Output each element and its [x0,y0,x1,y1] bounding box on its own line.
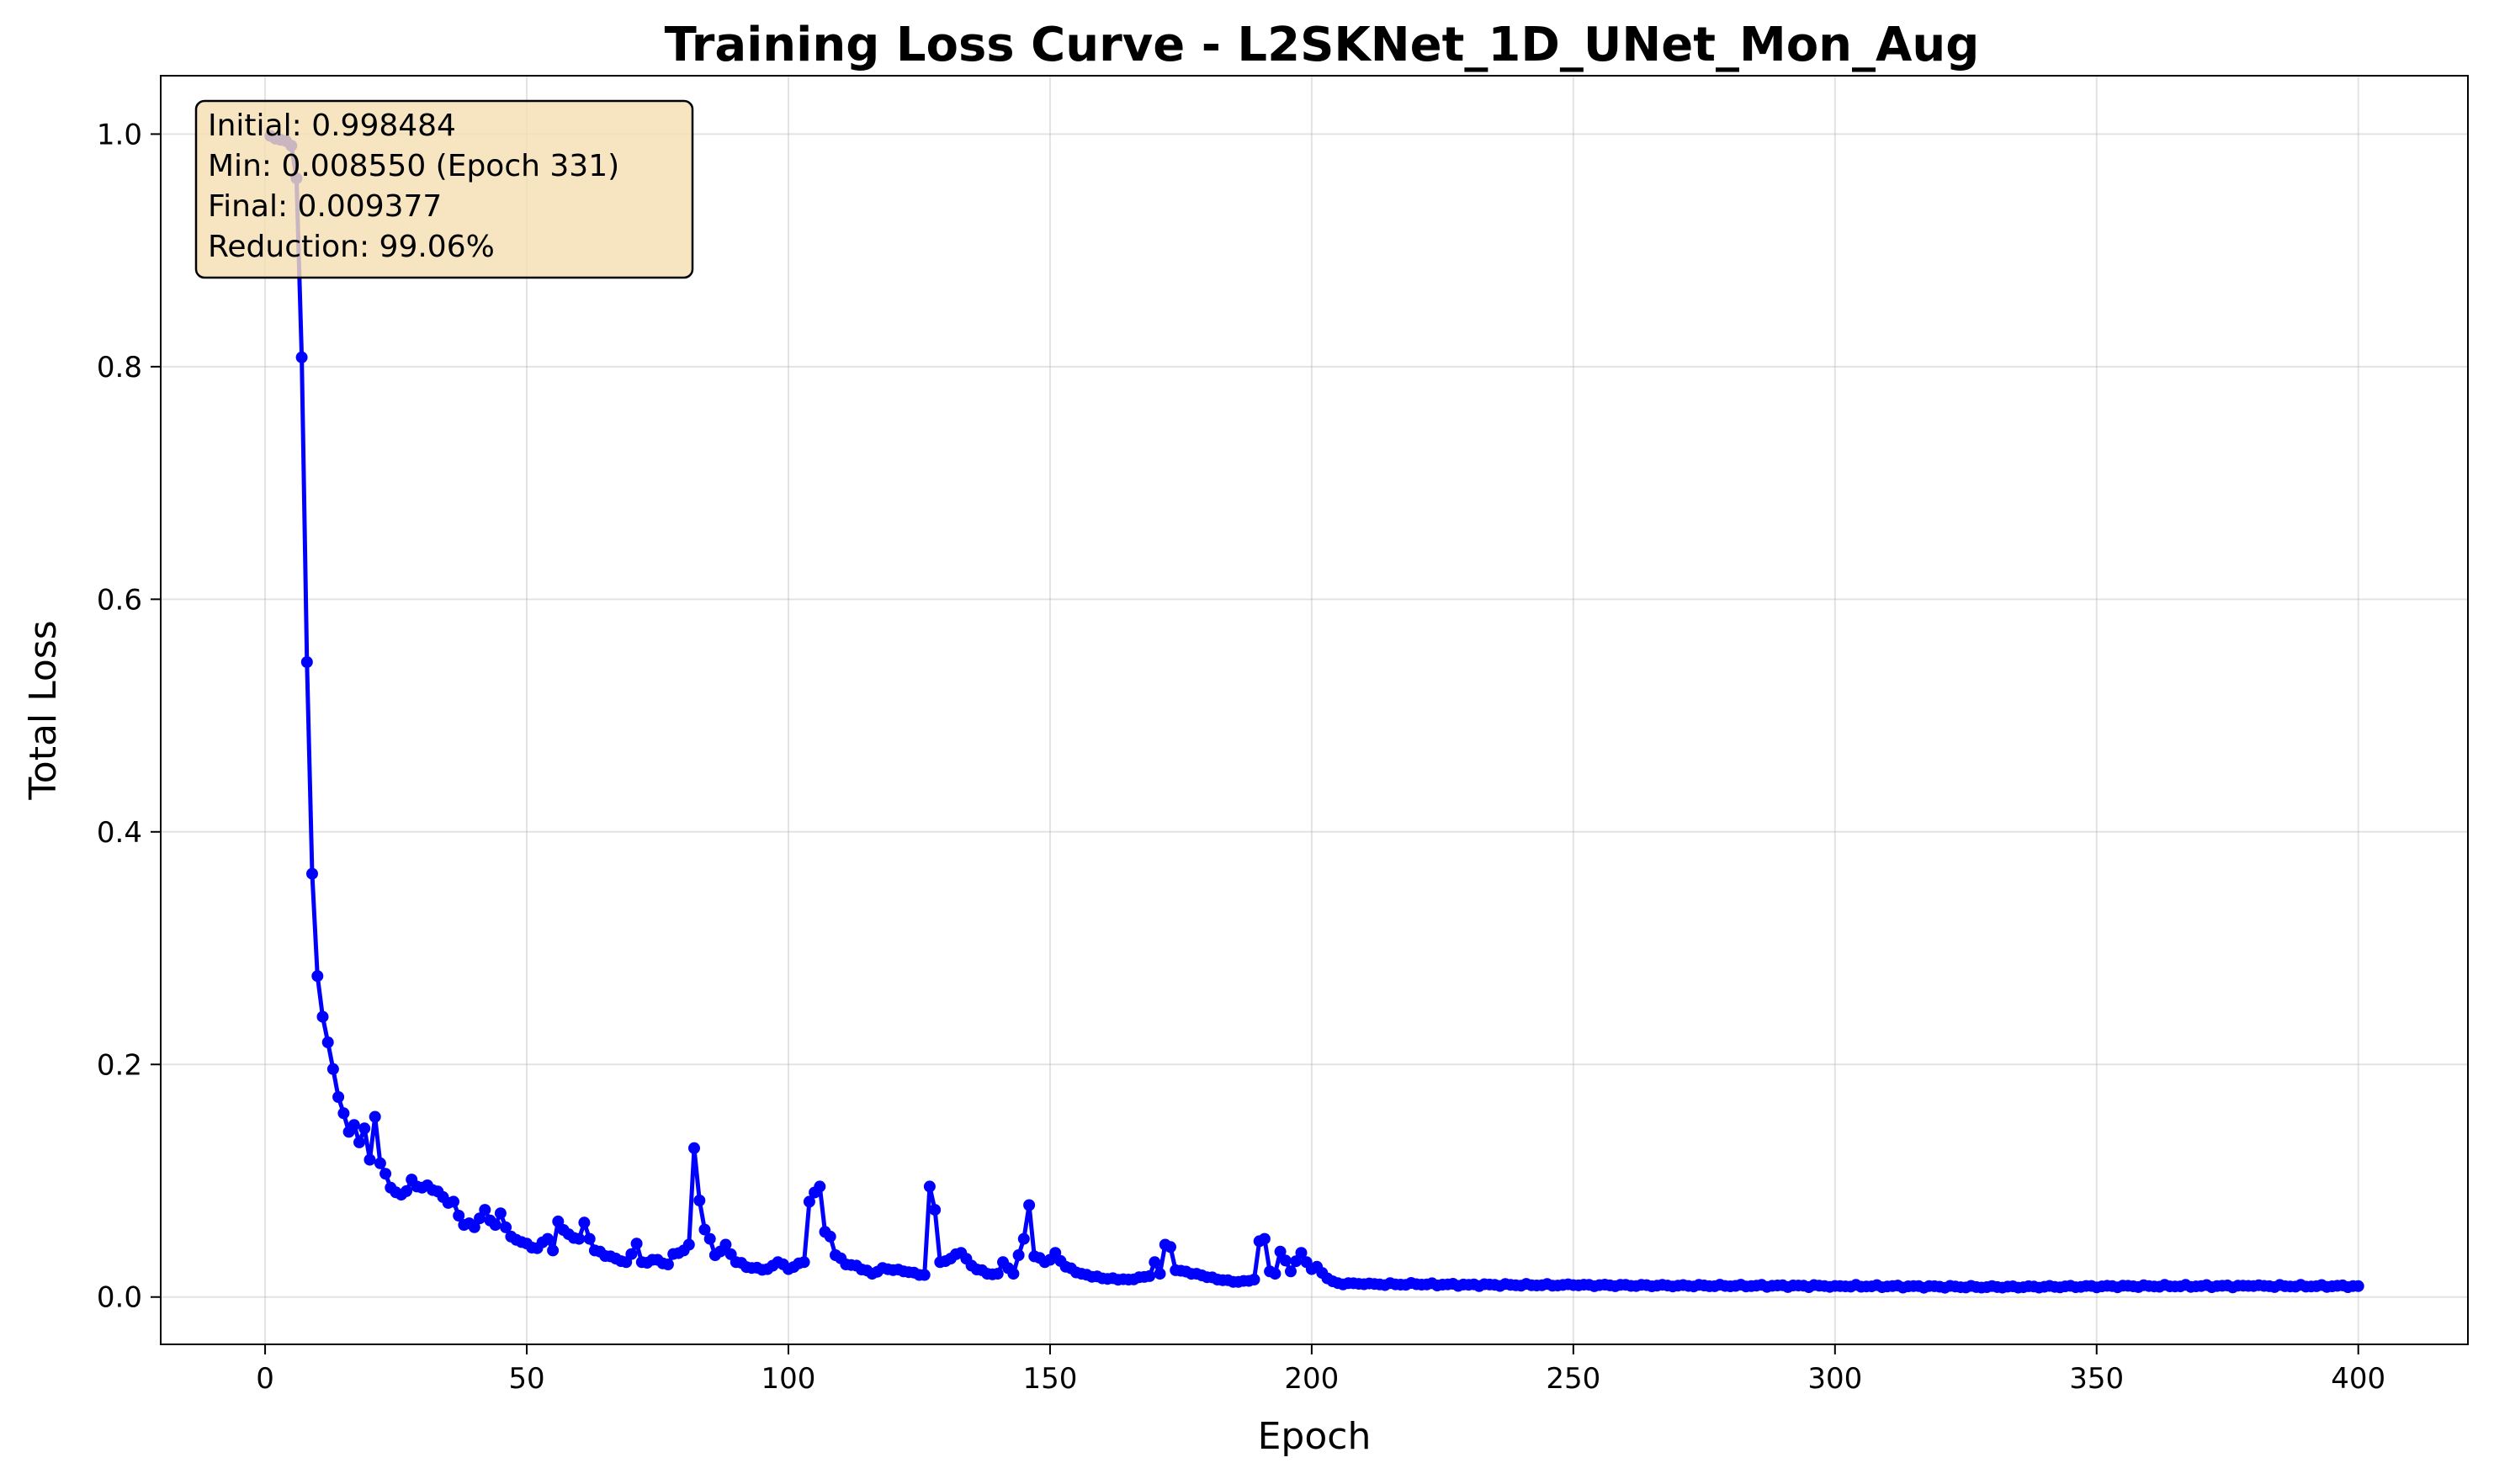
loss-point [693,1195,706,1206]
x-tick-label: 300 [1807,1362,1862,1396]
loss-point [1290,1255,1303,1268]
loss-point [1165,1241,1176,1253]
loss-point [379,1168,392,1180]
x-tick-label: 400 [2331,1362,2385,1396]
x-tick-label: 0 [256,1362,274,1396]
loss-point [682,1238,695,1251]
loss-point [552,1215,565,1227]
loss-point [348,1119,360,1132]
loss-point [2352,1280,2364,1292]
loss-point [1285,1265,1297,1278]
y-tick-label: 0.8 [97,351,142,384]
x-tick-label: 50 [508,1362,544,1396]
annotation-line-final: Final: 0.009377 [208,189,442,224]
annotation-box [194,99,694,279]
loss-point [1274,1245,1287,1258]
y-axis-label: Total Loss [22,620,65,800]
loss-point [326,1063,339,1075]
loss-point [1144,1269,1156,1282]
x-tick-label: 200 [1284,1362,1339,1396]
y-tick-label: 1.0 [97,118,142,151]
loss-point [698,1223,711,1236]
annotation-line-reduction: Reduction: 99.06% [208,230,495,264]
loss-point [1012,1249,1025,1261]
loss-point [311,970,324,983]
loss-point [547,1244,560,1257]
axis-ticks: 0 50 100 150 200 250 300 350 400 0.0 0.2 0.4 0.6 0.8 1… [97,118,2385,1396]
x-tick-label: 150 [1022,1362,1077,1396]
loss-point [918,1269,931,1281]
y-tick-label: 0.2 [97,1048,142,1082]
loss-point [991,1268,1004,1280]
x-tick-label: 250 [1546,1362,1600,1396]
loss-point [583,1232,596,1245]
loss-point [374,1157,386,1169]
loss-point [824,1230,836,1243]
loss-point [300,656,313,668]
loss-point [453,1210,465,1222]
plot-frame [160,75,2469,1345]
loss-point [1279,1254,1292,1267]
x-tick-label: 350 [2069,1362,2124,1396]
y-tick-label: 0.0 [97,1281,142,1315]
loss-point [630,1238,643,1250]
loss-point [479,1204,491,1216]
chart-title: Training Loss Curve - L2SKNet_1D_UNet_Mo… [665,18,1980,72]
loss-point [541,1232,554,1245]
loss-point [316,1010,329,1023]
loss-point [1258,1232,1271,1245]
loss-point [1269,1268,1281,1280]
loss-point [332,1091,345,1103]
loss-point [803,1195,815,1208]
loss-point [401,1185,412,1197]
loss-point [573,1232,586,1245]
loss-point [353,1136,365,1148]
loss-point [337,1107,350,1120]
loss-point [321,1036,334,1048]
loss-point [363,1153,376,1166]
loss-point [798,1256,810,1269]
loss-point [578,1216,591,1229]
loss-point [1154,1268,1166,1280]
loss-point [814,1180,826,1193]
loss-point [494,1207,507,1220]
x-tick-label: 100 [761,1362,816,1396]
grid-lines [161,76,2468,1344]
loss-point [1248,1274,1260,1285]
loss-point [703,1232,716,1245]
loss-point [1149,1256,1161,1269]
loss-point [500,1221,512,1233]
loss-point [489,1219,501,1231]
loss-point [448,1195,459,1208]
loss-point [929,1204,942,1216]
loss-point [295,351,308,363]
loss-point [661,1259,674,1270]
loss-point [1023,1199,1036,1211]
loss-point [358,1122,371,1135]
loss-point [923,1180,936,1193]
loss-point [306,867,318,880]
loss-point [1017,1232,1030,1245]
y-tick-label: 0.4 [97,816,142,850]
loss-point [369,1110,381,1123]
loss-point [1007,1268,1020,1280]
loss-point [688,1142,700,1154]
annotation-line-min: Min: 0.008550 (Epoch 331) [208,149,619,183]
annotation-line-initial: Initial: 0.998484 [208,109,456,143]
stats-annotation: Initial: 0.998484 Min: 0.008550 (Epoch 3… [194,99,694,279]
loss-point [468,1221,480,1233]
loss-point [474,1212,486,1225]
loss-point [719,1238,732,1251]
x-axis-label: Epoch [1258,1415,1372,1458]
y-tick-label: 0.6 [97,583,142,617]
loss-point [1295,1247,1308,1259]
loss-point [625,1248,638,1260]
